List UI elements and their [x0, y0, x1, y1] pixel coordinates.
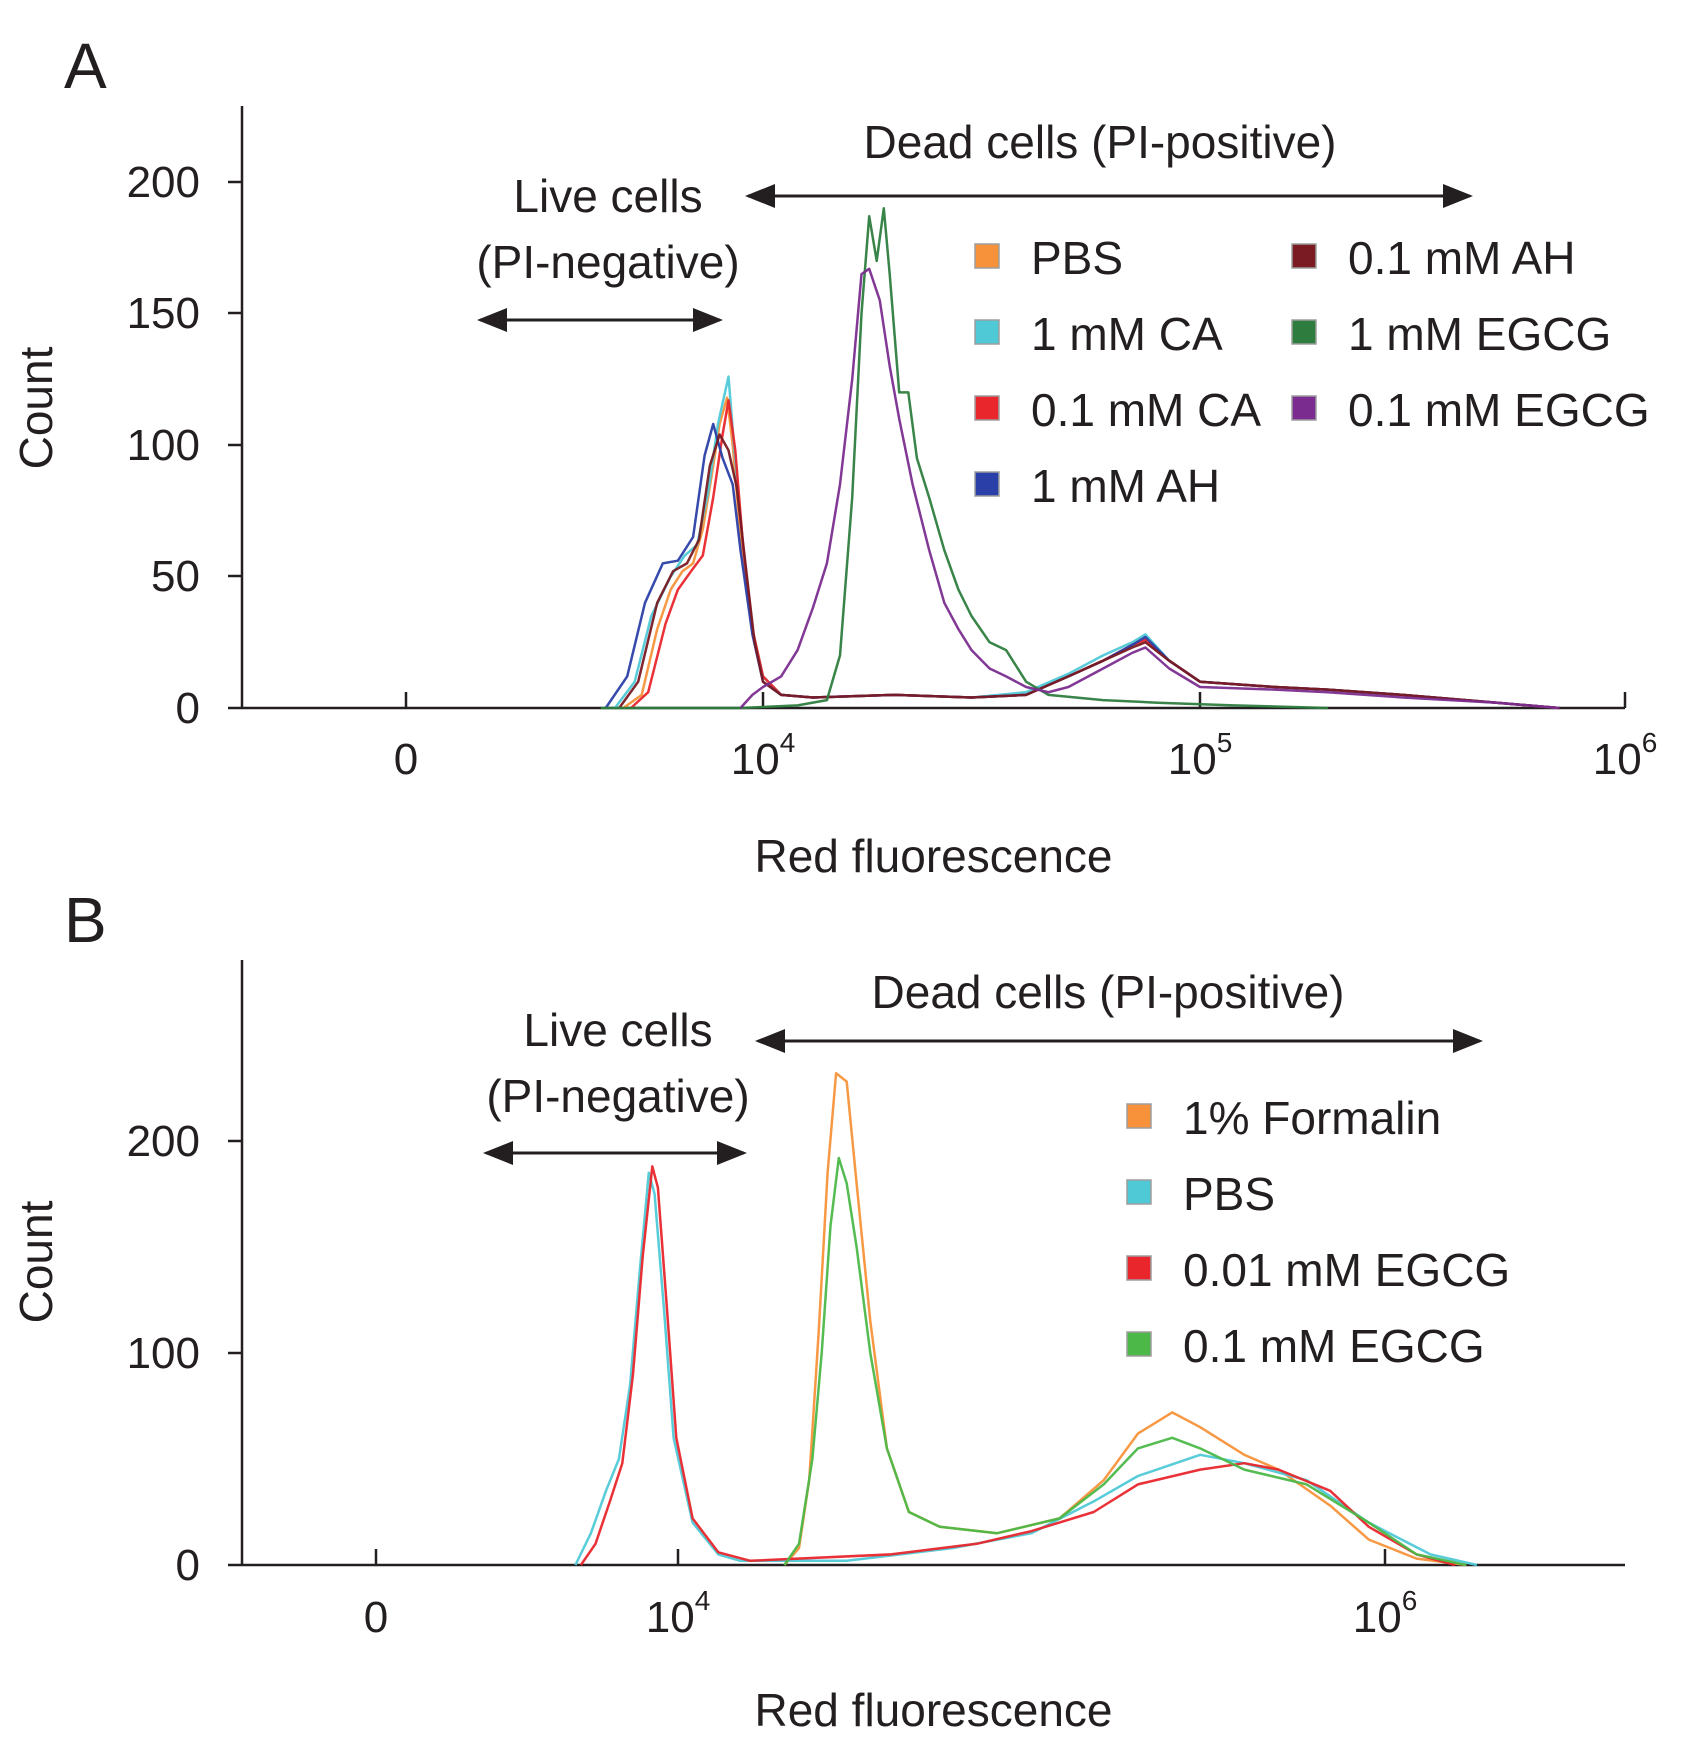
panel-a-y-tick-label-100: 100 — [127, 421, 200, 470]
panel-a-legend-swatch-pbs — [974, 243, 1000, 269]
panel-b-dead-cells-label: Dead cells (PI-positive) — [872, 966, 1345, 1018]
panel-b-y-tick-label-100: 100 — [127, 1329, 200, 1378]
panel-a-legend-swatch-0-1-mm-ah — [1291, 243, 1317, 269]
panel-b-x-tick-label-1: 104 — [646, 1585, 711, 1642]
panel-a-legend-swatch-0-1-mm-ca — [974, 395, 1000, 421]
panel-a-y-axis-title: Count — [10, 346, 62, 469]
panel-a-series-0-1-mm-ah — [618, 433, 1560, 710]
panel-label-b: B — [64, 884, 107, 956]
panel-b-x-tick-exponent-1: 4 — [695, 1585, 711, 1616]
panel-a-legend-swatch-1-mm-ca — [974, 319, 1000, 345]
panel-a-legend-label-1-mm-egcg: 1 mM EGCG — [1348, 308, 1611, 360]
panel-b-y-tick-label-200: 200 — [127, 1117, 200, 1166]
panel-a-legend-label-1-mm-ca: 1 mM CA — [1031, 308, 1223, 360]
panel-b-legend-label-0-1-mm-egcg: 0.1 mM EGCG — [1183, 1320, 1485, 1372]
panel-a-y-tick-label-0: 0 — [176, 684, 200, 733]
panel-a-x-tick-exponent-1: 4 — [780, 727, 796, 758]
panel-b-legend-label-pbs: PBS — [1183, 1168, 1275, 1220]
panel-a-series-1-mm-egcg — [600, 207, 1328, 710]
panel-a-x-tick-label-2: 105 — [1168, 727, 1233, 784]
panel-a-dead-cells-label: Dead cells (PI-positive) — [864, 116, 1337, 168]
panel-b-x-tick-label-0: 0 — [364, 1593, 388, 1642]
panel-b-x-axis-title: Red fluorescence — [755, 1684, 1113, 1736]
panel-a-series-0-1-mm-egcg — [739, 267, 1560, 710]
panel-a-pi-negative-label: (PI-negative) — [476, 236, 739, 288]
panel-a-x-axis-title: Red fluorescence — [755, 830, 1113, 882]
panel-b-legend-swatch-0-01-mm-egcg — [1126, 1255, 1152, 1281]
panel-label-a: A — [64, 30, 107, 102]
panel-b-legend: 1% Formalin PBS 0.01 mM EGCG 0.1 mM EGCG — [1126, 1092, 1510, 1372]
panel-a-x-tick-label-1: 104 — [731, 727, 796, 784]
panel-a-legend-label-0-1-mm-ca: 0.1 mM CA — [1031, 384, 1261, 436]
panel-a-legend-label-0-1-mm-egcg: 0.1 mM EGCG — [1348, 384, 1650, 436]
panel-a-legend-label-1-mm-ah: 1 mM AH — [1031, 460, 1220, 512]
panel-a-series-0-1-mm-ca — [630, 399, 1560, 710]
panel-a-live-cells-label: Live cells — [513, 170, 702, 222]
panel-a-y-tick-label-50: 50 — [151, 552, 200, 601]
panel-a-x-tick-label-3: 106 — [1593, 727, 1658, 784]
panel-b-x-tick-exponent-2: 6 — [1402, 1585, 1418, 1616]
panel-b-y-axis-title: Count — [10, 1200, 62, 1323]
panel-b-legend-swatch-pbs — [1126, 1179, 1152, 1205]
panel-a-legend-swatch-0-1-mm-egcg — [1291, 395, 1317, 421]
panel-a-y-tick-label-150: 150 — [127, 289, 200, 338]
panel-b-x-tick-label-2: 106 — [1353, 1585, 1418, 1642]
panel-a-legend: PBS 1 mM CA 0.1 mM CA 1 mM AH 0.1 mM AH 1 mM … — [974, 232, 1650, 512]
panel-a-legend-swatch-1-mm-egcg — [1291, 319, 1317, 345]
panel-b-legend-label-0-01-mm-egcg: 0.01 mM EGCG — [1183, 1244, 1510, 1296]
panel-b-series-0-01-mm-egcg — [579, 1165, 1456, 1567]
panel-a-y-tick-label-200: 200 — [127, 158, 200, 207]
panel-b-live-cells-label: Live cells — [523, 1004, 712, 1056]
panel-b-pi-negative-label: (PI-negative) — [486, 1070, 749, 1122]
panel-b-histogram: 0 100 200 0 104 106 Red fluorescence Count Live … — [10, 960, 1625, 1736]
panel-a-x-tick-exponent-3: 6 — [1642, 727, 1658, 758]
panel-b-legend-swatch-1-formalin — [1126, 1103, 1152, 1129]
panel-a-legend-label-0-1-mm-ah: 0.1 mM AH — [1348, 232, 1576, 284]
panel-a-legend-swatch-1-mm-ah — [974, 471, 1000, 497]
panel-b-y-tick-label-0: 0 — [176, 1541, 200, 1590]
panel-a-x-tick-label-0: 0 — [394, 735, 418, 784]
panel-b-series-0-1-mm-egcg — [783, 1156, 1467, 1567]
panel-a-legend-label-pbs: PBS — [1031, 232, 1123, 284]
panel-b-legend-label-1-formalin: 1% Formalin — [1183, 1092, 1441, 1144]
panel-a-x-tick-exponent-2: 5 — [1217, 727, 1233, 758]
panel-a-histogram: 0 50 100 150 200 0 104 105 106 Red fluorescence Co… — [10, 106, 1657, 882]
panel-b-legend-swatch-0-1-mm-egcg — [1126, 1331, 1152, 1357]
